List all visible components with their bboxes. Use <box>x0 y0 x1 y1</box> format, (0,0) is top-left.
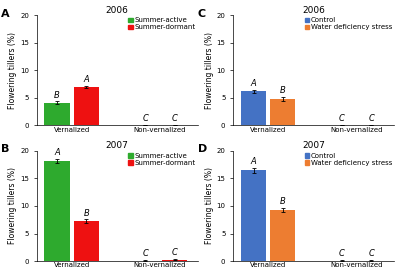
Text: C: C <box>172 114 178 123</box>
Bar <box>270 99 296 125</box>
Text: B: B <box>1 144 10 154</box>
Title: 2007: 2007 <box>106 141 129 150</box>
Title: 2007: 2007 <box>302 141 325 150</box>
Legend: Control, Water deficiency stress: Control, Water deficiency stress <box>304 152 393 167</box>
Bar <box>74 87 99 125</box>
Text: B: B <box>84 209 89 218</box>
Text: A: A <box>1 9 10 19</box>
Bar <box>241 170 266 261</box>
Bar <box>44 161 70 261</box>
Text: C: C <box>368 249 374 258</box>
Y-axis label: Flowering tillers (%): Flowering tillers (%) <box>8 32 17 109</box>
Text: A: A <box>251 157 256 166</box>
Text: B: B <box>280 87 286 96</box>
Text: C: C <box>368 114 374 123</box>
Bar <box>162 260 187 261</box>
Text: C: C <box>142 249 148 258</box>
Text: A: A <box>84 75 89 84</box>
Bar <box>241 91 266 125</box>
Legend: Control, Water deficiency stress: Control, Water deficiency stress <box>304 17 393 31</box>
Text: C: C <box>172 249 178 258</box>
Text: B: B <box>54 90 60 99</box>
Text: D: D <box>198 144 207 154</box>
Text: C: C <box>142 114 148 123</box>
Text: C: C <box>339 249 345 258</box>
Bar <box>74 221 99 261</box>
Title: 2006: 2006 <box>302 5 325 15</box>
Text: A: A <box>54 148 60 157</box>
Text: A: A <box>251 79 256 88</box>
Legend: Summer-active, Summer-dormant: Summer-active, Summer-dormant <box>128 152 196 167</box>
Bar <box>270 210 296 261</box>
Title: 2006: 2006 <box>106 5 129 15</box>
Text: B: B <box>280 198 286 207</box>
Legend: Summer-active, Summer-dormant: Summer-active, Summer-dormant <box>128 17 196 31</box>
Bar <box>44 103 70 125</box>
Text: C: C <box>198 9 206 19</box>
Y-axis label: Flowering tillers (%): Flowering tillers (%) <box>205 32 214 109</box>
Text: C: C <box>339 114 345 123</box>
Y-axis label: Flowering tillers (%): Flowering tillers (%) <box>8 167 17 244</box>
Y-axis label: Flowering tillers (%): Flowering tillers (%) <box>205 167 214 244</box>
